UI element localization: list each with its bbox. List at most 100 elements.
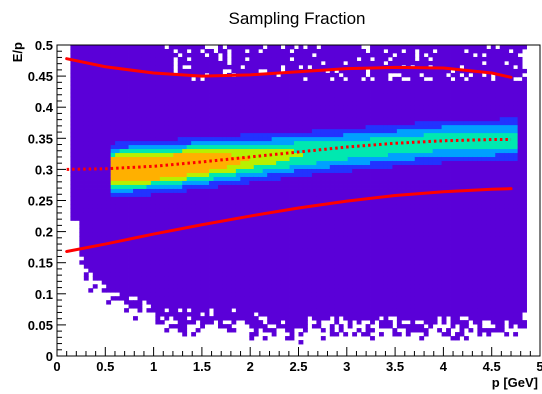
density-cell [347,240,353,245]
density-cell [365,144,371,150]
density-cell [115,104,121,110]
density-cell [267,144,273,150]
density-cell [347,124,353,130]
density-cell [271,88,277,94]
density-cell [258,216,264,221]
density-cell [164,272,170,277]
density-cell [392,112,398,118]
density-cell [218,136,223,142]
density-cell [392,108,398,114]
density-cell [92,128,98,134]
density-cell [276,196,282,201]
density-cell [164,112,170,118]
density-cell [244,236,250,241]
density-cell [276,64,282,70]
density-cell [133,224,138,229]
density-cell [316,140,322,146]
density-cell [370,224,375,229]
density-cell [79,228,85,233]
density-cell [280,48,286,54]
density-cell [329,100,335,106]
density-cell [302,312,308,317]
density-cell [396,68,402,74]
density-cell [173,128,179,134]
density-cell [253,208,259,213]
density-cell [276,240,282,245]
density-cell [276,248,282,253]
density-cell [124,208,129,213]
density-cell [343,276,349,281]
density-cell [356,60,362,66]
density-cell [356,172,362,177]
density-cell [83,228,89,233]
density-cell [146,228,152,233]
density-cell [302,316,308,321]
density-cell [204,192,210,197]
density-cell [374,264,380,269]
density-cell [155,284,161,289]
density-cell [150,60,156,66]
density-cell [177,272,183,277]
density-cell [361,60,366,66]
density-cell [334,108,340,114]
density-cell [141,296,147,301]
density-cell [352,152,358,158]
density-cell [182,324,188,329]
density-cell [347,184,353,189]
density-cell [262,276,268,281]
density-cell [267,56,273,62]
density-cell [267,256,273,261]
density-cell [347,204,353,209]
density-cell [249,108,255,114]
density-cell [383,324,389,329]
density-cell [289,88,295,94]
density-cell [79,232,85,237]
density-cell [365,224,371,229]
density-cell [92,124,98,130]
density-cell [133,180,138,185]
density-cell [106,124,112,130]
density-cell [222,80,228,86]
density-cell [244,104,250,110]
density-cell [271,144,277,150]
density-cell [110,72,116,78]
density-cell [361,292,366,297]
density-cell [370,104,375,110]
density-cell [97,276,103,281]
density-cell [146,296,152,301]
density-cell [186,212,192,217]
density-cell [356,88,362,94]
density-cell [173,268,179,273]
density-cell [361,164,366,170]
density-cell [106,208,112,213]
density-cell [307,276,313,281]
density-cell [298,300,304,305]
density-cell [302,208,308,213]
density-cell [83,88,89,94]
density-cell [249,292,255,297]
density-cell [213,108,219,114]
density-cell [133,300,138,305]
density-cell [325,100,331,106]
density-cell [289,188,295,193]
density-cell [334,208,340,213]
density-cell [222,240,228,245]
density-cell [329,228,335,233]
density-cell [186,176,192,181]
density-cell [352,244,358,249]
density-cell [150,132,156,138]
density-cell [294,272,299,277]
density-cell [182,252,188,257]
density-cell [101,88,107,94]
density-cell [115,252,121,257]
density-cell [222,148,228,154]
density-cell [164,144,170,150]
density-cell [383,128,389,134]
density-cell [338,128,344,134]
density-cell [316,84,322,90]
density-cell [200,168,205,173]
density-cell [334,280,340,285]
density-cell [379,276,384,281]
density-cell [262,60,268,66]
density-cell [200,156,205,162]
